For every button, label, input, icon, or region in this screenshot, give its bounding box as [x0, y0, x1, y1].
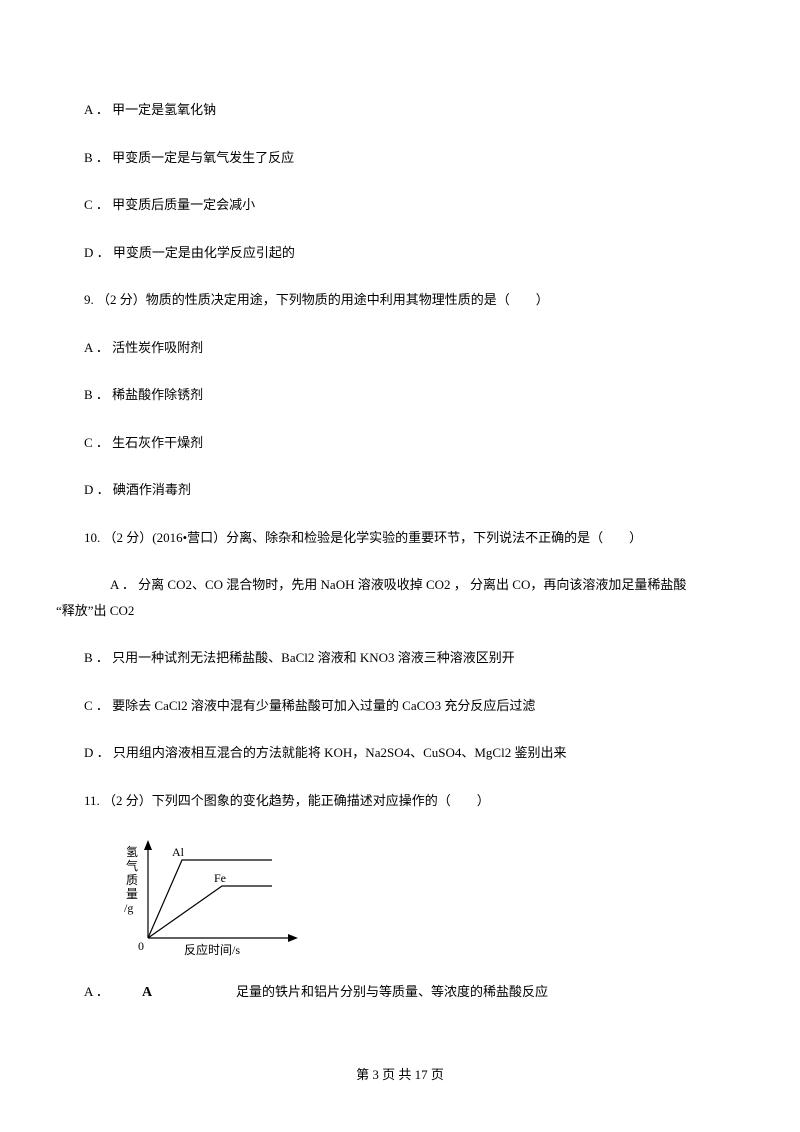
- q9-option-a: A ． 活性炭作吸附剂: [84, 338, 716, 358]
- page-footer: 第 3 页 共 17 页: [0, 1065, 800, 1085]
- q8-option-c: C ． 甲变质后质量一定会减小: [84, 195, 716, 215]
- q8-option-b: B ． 甲变质一定是与氧气发生了反应: [84, 148, 716, 168]
- q10-stem: 10. （2 分）(2016•营口）分离、除杂和检验是化学实验的重要环节，下列说…: [84, 528, 716, 548]
- svg-text:气: 气: [126, 858, 138, 873]
- q9-option-b: B ． 稀盐酸作除锈剂: [84, 385, 716, 405]
- q10-option-b: B ． 只用一种试剂无法把稀盐酸、BaCl2 溶液和 KNO3 溶液三种溶液区别…: [84, 648, 716, 668]
- svg-text:质: 质: [126, 873, 138, 887]
- q10-option-a-line1: A ． 分离 CO2、CO 混合物时，先用 NaOH 溶液吸收掉 CO2 ， 分…: [84, 575, 716, 595]
- svg-text:/g: /g: [124, 901, 133, 915]
- svg-text:0: 0: [138, 939, 144, 953]
- q10-option-c: C ． 要除去 CaCl2 溶液中混有少量稀盐酸可加入过量的 CaCO3 充分反…: [84, 696, 716, 716]
- svg-text:Fe: Fe: [214, 871, 226, 885]
- svg-text:量: 量: [126, 887, 138, 901]
- q9-option-c: C ． 生石灰作干燥剂: [84, 433, 716, 453]
- page-content: A ． 甲一定是氢氧化钠 B ． 甲变质一定是与氧气发生了反应 C ． 甲变质后…: [0, 0, 800, 1003]
- q10-option-a-line2: “释放”出 CO2: [56, 601, 716, 621]
- q9-option-d: D ． 碘酒作消毒剂: [84, 480, 716, 500]
- q11-chart: 氢气质量/g Al Fe 0 反应时间/s: [112, 838, 716, 974]
- q11-stem: 11. （2 分）下列四个图象的变化趋势，能正确描述对应操作的（ ）: [84, 791, 716, 811]
- svg-text:Al: Al: [172, 845, 185, 859]
- line-chart-icon: 氢气质量/g Al Fe 0 反应时间/s: [112, 838, 312, 968]
- q8-option-a: A ． 甲一定是氢氧化钠: [84, 100, 716, 120]
- q11-option-a-letter: A: [142, 982, 236, 1003]
- q9-stem: 9. （2 分）物质的性质决定用途，下列物质的用途中利用其物理性质的是（ ）: [84, 290, 716, 310]
- q10-option-d: D ． 只用组内溶液相互混合的方法就能将 KOH，Na2SO4、CuSO4、Mg…: [84, 743, 716, 763]
- q8-option-d: D ． 甲变质一定是由化学反应引起的: [84, 243, 716, 263]
- q11-option-a-label: A ．: [84, 982, 142, 1002]
- svg-text:反应时间/s: 反应时间/s: [184, 942, 240, 957]
- q11-option-a-text: 足量的铁片和铝片分别与等质量、等浓度的稀盐酸反应: [236, 982, 548, 1002]
- svg-text:氢: 氢: [126, 844, 138, 859]
- q11-option-a: A ． A 足量的铁片和铝片分别与等质量、等浓度的稀盐酸反应: [84, 982, 716, 1003]
